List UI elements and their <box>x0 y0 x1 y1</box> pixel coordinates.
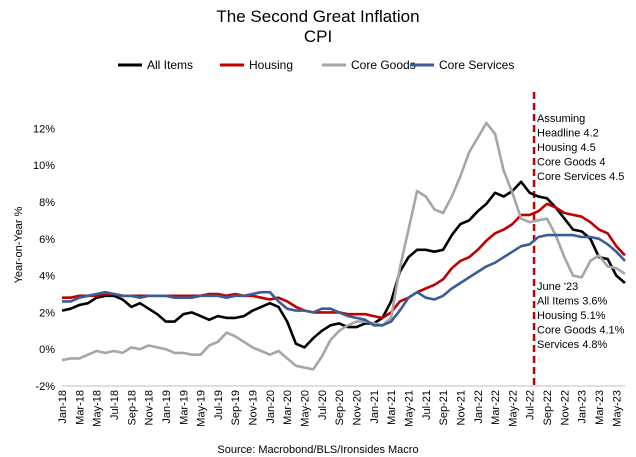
x-tick-label: Jan-19 <box>161 390 173 424</box>
x-tick-label: Jan-21 <box>369 390 381 424</box>
x-tick-label: May-20 <box>300 390 312 427</box>
x-axis-ticks: Jan-18 Mar-18 May-18 Jul-18 Sep-18 Nov-18 Jan-… <box>57 390 623 427</box>
series-line-core-goods <box>61 121 626 371</box>
y-tick-label: 12% <box>33 123 55 135</box>
legend-item-all-items: All Items <box>118 58 193 72</box>
y-tick-label: 8% <box>39 197 55 209</box>
annotation-june-line: June '23 <box>537 281 578 293</box>
x-tick-label: Jan-23 <box>577 390 589 424</box>
annotation-june: June '23 All Items 3.6% Housing 5.1% Core G… <box>537 281 625 351</box>
x-tick-label: Nov-20 <box>351 390 363 425</box>
chart-title: The Second Great Inflation <box>216 7 419 26</box>
annotation-june-line: All Items 3.6% <box>537 296 608 308</box>
legend-label: All Items <box>147 58 193 72</box>
y-tick-label: 10% <box>33 160 55 172</box>
x-tick-label: Sep-18 <box>126 390 138 425</box>
x-tick-label: Nov-21 <box>455 390 467 425</box>
annotation-june-line: Services 4.8% <box>537 339 608 351</box>
x-tick-label: Sep-22 <box>542 390 554 425</box>
x-tick-label: Nov-19 <box>248 390 260 425</box>
x-tick-label: May-18 <box>92 390 104 427</box>
x-tick-label: Mar-19 <box>178 390 190 425</box>
y-axis-ticks: -2% 0% 2% 4% 6% 8% 10% 12% <box>33 123 55 393</box>
x-tick-label: Mar-23 <box>594 390 606 425</box>
x-tick-label: May-19 <box>196 390 208 427</box>
x-tick-label: May-21 <box>403 390 415 427</box>
chart-subtitle: CPI <box>304 27 332 46</box>
y-tick-label: 6% <box>39 234 55 246</box>
series-group <box>61 121 626 371</box>
y-tick-label: 2% <box>39 307 55 319</box>
x-tick-label: Sep-19 <box>230 390 242 425</box>
x-tick-label: Jan-18 <box>57 390 69 424</box>
x-tick-label: Mar-20 <box>282 390 294 425</box>
x-tick-label: Nov-18 <box>144 390 156 425</box>
legend-item-core-goods: Core Goods <box>322 58 416 72</box>
x-tick-label: Nov-22 <box>559 390 571 425</box>
legend-item-housing: Housing <box>220 58 293 72</box>
annotation-assuming-line: Housing 4.5 <box>537 142 596 154</box>
x-tick-label: Jan-20 <box>265 390 277 424</box>
x-tick-label: May-23 <box>611 390 623 427</box>
x-tick-label: Jul-22 <box>525 390 537 420</box>
legend-label: Core Services <box>439 58 514 72</box>
annotation-assuming-line: Assuming <box>537 113 585 125</box>
source-note: Source: Macrobond/BLS/Ironsides Macro <box>217 444 418 456</box>
annotation-assuming: Assuming Headline 4.2 Housing 4.5 Core Good… <box>537 113 624 183</box>
y-tick-label: 0% <box>39 344 55 356</box>
y-axis-label: Year-on-Year % <box>13 206 25 283</box>
y-tick-label: -2% <box>35 381 55 393</box>
x-tick-label: Mar-22 <box>490 390 502 425</box>
series-line-core-services <box>62 233 626 327</box>
x-tick-label: Mar-18 <box>74 390 86 425</box>
x-tick-label: Jul-20 <box>317 390 329 420</box>
x-tick-label: Jul-18 <box>109 390 121 420</box>
annotation-assuming-line: Headline 4.2 <box>537 128 599 140</box>
x-tick-label: Jan-22 <box>473 390 485 424</box>
y-tick-label: 4% <box>39 271 55 283</box>
legend: All Items Housing Core Goods Core Services <box>118 58 514 72</box>
annotation-june-line: Core Goods 4.1% <box>537 325 625 337</box>
annotation-assuming-line: Core Goods 4 <box>537 157 605 169</box>
x-tick-label: May-22 <box>507 390 519 427</box>
legend-label: Core Goods <box>351 58 416 72</box>
x-tick-label: Jul-21 <box>421 390 433 420</box>
legend-label: Housing <box>249 58 293 72</box>
x-tick-label: Mar-21 <box>386 390 398 425</box>
annotation-june-line: Housing 5.1% <box>537 310 606 322</box>
legend-item-core-services: Core Services <box>410 58 514 72</box>
annotation-assuming-line: Core Services 4.5 <box>537 171 624 183</box>
series-line-all-items <box>61 180 626 349</box>
x-tick-label: Jul-19 <box>213 390 225 420</box>
x-tick-label: Sep-21 <box>438 390 450 425</box>
x-tick-label: Sep-20 <box>334 390 346 425</box>
